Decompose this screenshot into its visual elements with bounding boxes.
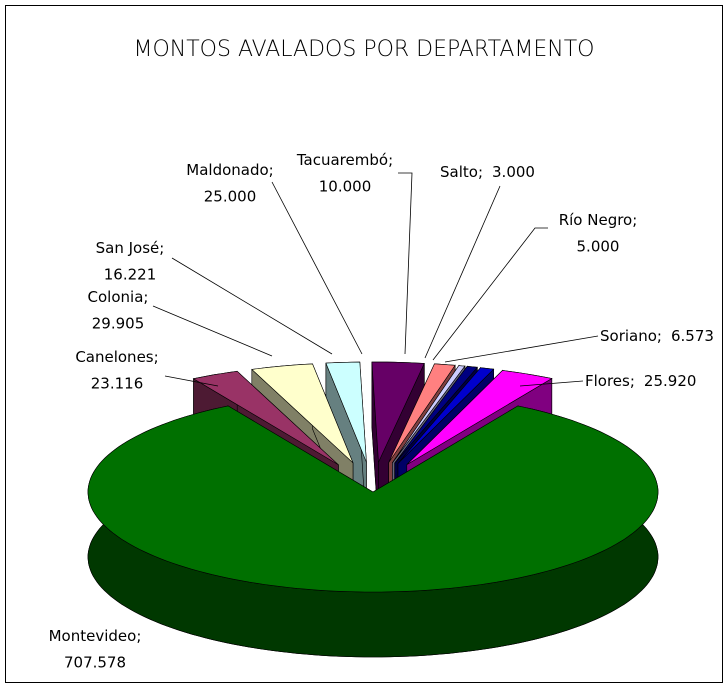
slice xyxy=(325,361,367,463)
label-separator: ; xyxy=(632,211,637,229)
label-value: 25.920 xyxy=(644,372,697,390)
leader-line xyxy=(444,335,599,363)
label-separator: ; xyxy=(136,627,141,645)
slice xyxy=(87,405,659,658)
label-name: Canelones xyxy=(75,348,153,366)
slice xyxy=(394,365,478,464)
data-label: Tacuarembó; xyxy=(296,151,393,169)
data-label-value: 5.000 xyxy=(577,238,620,256)
data-label: Colonia; xyxy=(88,288,149,306)
label-name: Flores xyxy=(585,372,630,390)
data-label: Maldonado; xyxy=(186,161,273,179)
slice xyxy=(406,370,553,465)
label-separator: ; xyxy=(159,239,164,257)
data-label-value: 25.000 xyxy=(204,188,257,206)
label-value: 6.573 xyxy=(671,327,714,345)
leader-line xyxy=(519,380,584,387)
data-label: Montevideo; xyxy=(49,627,142,645)
label-separator: ; xyxy=(630,372,635,390)
label-value: 3.000 xyxy=(492,163,535,181)
slice xyxy=(87,405,659,593)
label-name: Colonia xyxy=(88,288,144,306)
data-label-value: 16.221 xyxy=(104,266,157,284)
label-separator: ; xyxy=(478,163,483,181)
data-label-value: 23.116 xyxy=(91,375,144,393)
data-label: Soriano; 6.573 xyxy=(600,327,714,345)
label-separator: ; xyxy=(657,327,662,345)
leader-line xyxy=(164,375,219,387)
data-label: San José; xyxy=(96,239,165,257)
leader-line xyxy=(171,257,333,355)
leader-line xyxy=(398,172,413,355)
slice xyxy=(251,363,354,464)
leader-line xyxy=(271,181,363,355)
label-separator: ; xyxy=(154,348,159,366)
label-separator: ; xyxy=(143,288,148,306)
label-name: Maldonado xyxy=(186,161,268,179)
leader-line xyxy=(152,305,273,357)
slice xyxy=(192,370,339,466)
label-name: Salto xyxy=(440,163,478,181)
label-name: Montevideo xyxy=(49,627,137,645)
slice xyxy=(397,367,495,464)
data-label: Canelones; xyxy=(75,348,158,366)
slice xyxy=(388,363,456,463)
data-label-value: 29.905 xyxy=(92,315,145,333)
slice xyxy=(371,361,425,463)
data-label-value: 707.578 xyxy=(64,654,126,672)
label-separator: ; xyxy=(388,151,393,169)
label-name: San José xyxy=(96,239,160,257)
label-name: Tacuarembó xyxy=(296,151,388,169)
data-label-value: 10.000 xyxy=(319,178,372,196)
chart-title: MONTOS AVALADOS POR DEPARTAMENTO xyxy=(133,37,594,62)
data-label: Río Negro; xyxy=(559,211,638,229)
label-name: Soriano xyxy=(600,327,657,345)
slice xyxy=(392,365,466,463)
leader-line xyxy=(432,227,548,361)
leader-line xyxy=(424,185,501,359)
data-label: Salto; 3.000 xyxy=(440,163,535,181)
label-separator: ; xyxy=(269,161,274,179)
label-name: Río Negro xyxy=(559,211,633,229)
data-label: Flores; 25.920 xyxy=(585,372,696,390)
